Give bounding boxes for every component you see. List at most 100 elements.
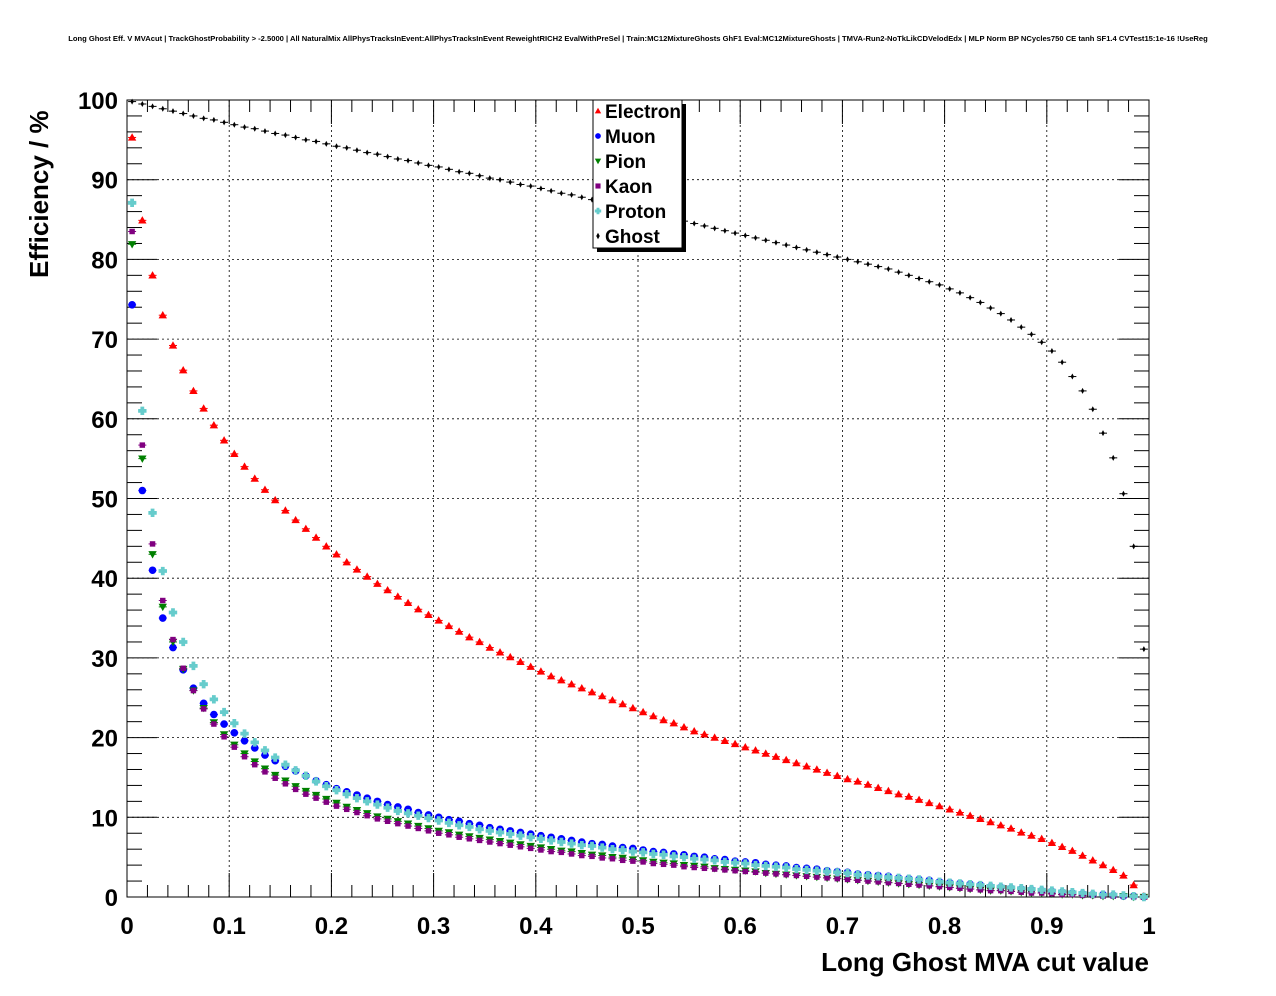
data-point xyxy=(567,680,576,688)
data-point xyxy=(200,706,207,712)
data-point xyxy=(660,861,667,868)
data-point xyxy=(516,831,525,840)
data-point xyxy=(395,820,401,827)
data-point xyxy=(282,781,289,787)
data-point xyxy=(558,849,565,856)
y-tick-label: 60 xyxy=(91,407,118,434)
data-point xyxy=(700,855,709,864)
data-point xyxy=(773,871,779,877)
data-point xyxy=(815,249,819,256)
data-point xyxy=(640,859,646,865)
data-point xyxy=(212,116,216,123)
data-point xyxy=(546,672,556,680)
data-point xyxy=(822,867,832,876)
data-point xyxy=(465,632,474,641)
data-point xyxy=(638,707,648,716)
data-point xyxy=(833,771,842,780)
data-point xyxy=(168,608,178,617)
data-point xyxy=(444,621,454,630)
data-point xyxy=(730,858,740,867)
data-point xyxy=(1109,865,1118,874)
data-point xyxy=(385,153,390,160)
data-point xyxy=(393,806,403,816)
data-point xyxy=(844,876,851,883)
data-point xyxy=(723,227,727,234)
data-point xyxy=(730,739,740,748)
data-point xyxy=(240,729,249,738)
data-point xyxy=(345,144,349,151)
data-point xyxy=(741,742,750,751)
data-point xyxy=(630,858,636,864)
data-point xyxy=(825,251,829,258)
data-point xyxy=(129,228,135,235)
data-point xyxy=(333,803,340,809)
data-point xyxy=(1098,890,1108,899)
data-point xyxy=(191,112,196,119)
data-point xyxy=(414,811,423,820)
data-point xyxy=(252,761,258,768)
data-point xyxy=(536,667,546,675)
data-point xyxy=(895,880,902,887)
data-point xyxy=(742,868,749,875)
legend-marker-electron xyxy=(594,107,602,114)
data-point xyxy=(559,190,563,197)
data-point xyxy=(608,844,617,854)
data-point xyxy=(720,736,730,744)
legend-marker-muon xyxy=(595,133,601,139)
data-point xyxy=(199,404,208,412)
data-point xyxy=(344,806,350,813)
data-point xyxy=(999,310,1003,317)
legend-label-kaon: Kaon xyxy=(605,177,653,198)
data-point xyxy=(415,825,421,832)
data-point xyxy=(863,871,873,880)
x-tick-label: 0.9 xyxy=(1030,913,1063,940)
x-tick-label: 1 xyxy=(1142,913,1155,940)
data-point xyxy=(199,680,208,689)
data-point xyxy=(301,524,311,532)
data-point xyxy=(435,830,442,836)
data-point xyxy=(314,138,318,145)
data-point xyxy=(219,707,229,717)
data-point xyxy=(957,885,963,891)
data-point xyxy=(567,839,576,848)
data-point xyxy=(843,868,852,878)
data-point xyxy=(628,703,638,712)
data-point xyxy=(1009,316,1013,323)
data-point xyxy=(710,856,719,865)
data-point xyxy=(671,862,677,868)
data-point xyxy=(311,777,321,786)
data-point xyxy=(342,789,351,799)
data-point xyxy=(733,230,737,237)
data-point xyxy=(679,723,689,731)
data-point xyxy=(1027,831,1036,839)
data-point xyxy=(508,179,512,186)
data-point xyxy=(743,232,747,239)
data-point xyxy=(437,163,441,170)
data-point xyxy=(149,541,156,547)
data-point xyxy=(1088,889,1097,899)
data-point xyxy=(873,783,883,791)
data-point xyxy=(1060,359,1064,366)
data-point xyxy=(752,869,759,876)
data-point xyxy=(1019,324,1023,331)
data-point xyxy=(916,882,922,888)
data-point xyxy=(1080,387,1085,394)
data-point xyxy=(161,105,165,112)
data-point xyxy=(354,809,360,816)
data-point xyxy=(270,495,280,504)
x-tick-label: 0.4 xyxy=(519,913,553,940)
data-point xyxy=(691,864,697,871)
data-point xyxy=(447,166,451,173)
data-point xyxy=(1098,860,1108,869)
data-point xyxy=(231,744,238,750)
data-point xyxy=(1047,886,1057,895)
data-point xyxy=(304,136,308,143)
y-tick-label: 20 xyxy=(91,726,118,753)
legend: Electron Muon Pion Kaon Proton Ghost xyxy=(592,99,686,252)
data-point xyxy=(127,241,137,249)
data-point xyxy=(220,720,228,728)
legend-marker-kaon xyxy=(595,183,601,189)
data-point xyxy=(232,121,236,128)
data-point xyxy=(527,845,534,852)
data-point xyxy=(803,873,810,879)
